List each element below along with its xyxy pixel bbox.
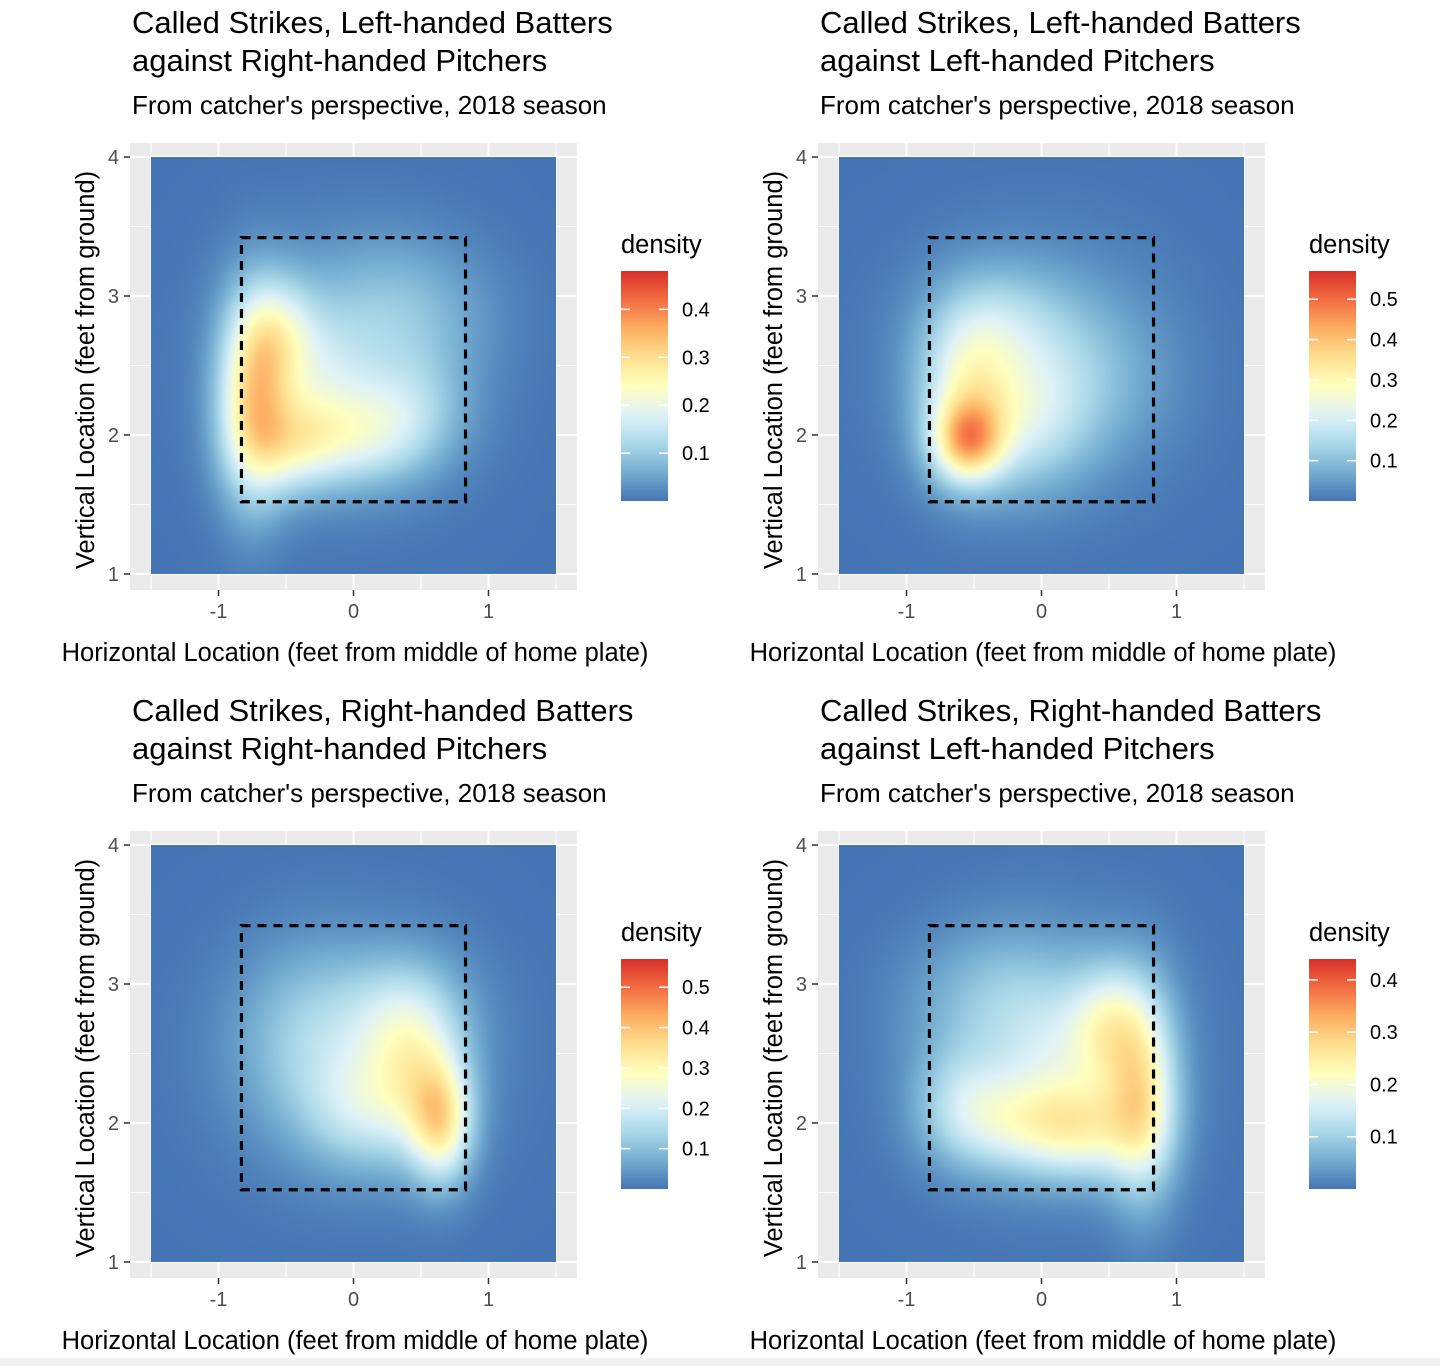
chart-title-line: Called Strikes, Left-handed Batters: [820, 5, 1301, 40]
chart-subtitle: From catcher's perspective, 2018 season: [820, 778, 1295, 808]
legend-colorbar: [621, 271, 668, 501]
chart-title-line: against Left-handed Pitchers: [820, 43, 1215, 78]
y-tick-label: 3: [796, 974, 807, 996]
y-tick-label: 3: [796, 286, 807, 308]
legend-title: density: [1309, 231, 1390, 259]
strike-zone-outline: [927, 236, 1156, 504]
y-axis-label: Vertical Location (feet from ground): [760, 859, 788, 1257]
y-tick-label: 1: [796, 1252, 807, 1274]
y-tick-label: 4: [108, 147, 119, 169]
chart-title: Called Strikes, Right-handed Batters agai…: [132, 692, 633, 768]
chart-subtitle: From catcher's perspective, 2018 season: [820, 90, 1295, 120]
y-tick-label: 2: [108, 1113, 119, 1135]
y-tick-label: 1: [108, 1252, 119, 1274]
chart-svg: -1 0 1 1 2 3 4 Horizontal Location (feet from m…: [62, 831, 710, 1355]
y-tick-label: 4: [796, 835, 807, 857]
y-axis-label: Vertical Location (feet from ground): [72, 859, 100, 1257]
density-heatmap: [839, 157, 1244, 574]
y-tick-label: 1: [108, 564, 119, 586]
legend-tick-label: 0.3: [682, 1058, 710, 1080]
x-tick-label: -1: [210, 1289, 228, 1311]
legend-tick-label: 0.5: [1370, 289, 1398, 311]
chart-svg: -1 0 1 1 2 3 4 Horizontal Location (feet from m…: [62, 143, 710, 667]
chart-panel-2: Called Strikes, Left-handed Batters again…: [688, 0, 1408, 680]
x-axis-label: Horizontal Location (feet from middle of…: [62, 1327, 649, 1355]
legend-tick-label: 0.4: [1370, 330, 1398, 352]
chart-title-line: Called Strikes, Right-handed Batters: [820, 693, 1322, 728]
x-tick-label: 1: [1171, 601, 1182, 623]
legend-tick-label: 0.1: [1370, 1127, 1398, 1149]
legend-colorbar: [1309, 271, 1356, 501]
y-tick-label: 4: [108, 835, 119, 857]
legend-tick-label: 0.3: [1370, 370, 1398, 392]
x-tick-label: 1: [1171, 1289, 1182, 1311]
chart-title: Called Strikes, Left-handed Batters again…: [820, 4, 1301, 80]
legend-tick-label: 0.3: [682, 347, 710, 369]
x-tick-label: -1: [898, 1289, 916, 1311]
y-tick-label: 3: [108, 974, 119, 996]
legend-tick-label: 0.2: [1370, 410, 1398, 432]
legend-tick-label: 0.3: [1370, 1022, 1398, 1044]
x-axis-label: Horizontal Location (feet from middle of…: [750, 639, 1337, 667]
chart-panel-4: Called Strikes, Right-handed Batters agai…: [688, 688, 1408, 1368]
chart-title-line: Called Strikes, Right-handed Batters: [132, 693, 634, 728]
legend-title: density: [621, 231, 702, 259]
chart-panel-1: Called Strikes, Left-handed Batters again…: [0, 0, 720, 680]
x-tick-label: 1: [483, 1289, 494, 1311]
strike-zone-outline: [927, 924, 1156, 1192]
chart-subtitle: From catcher's perspective, 2018 season: [132, 90, 607, 120]
y-axis-label: Vertical Location (feet from ground): [760, 171, 788, 569]
legend-tick-label: 0.4: [1370, 970, 1398, 992]
x-tick-label: -1: [898, 601, 916, 623]
y-tick-label: 2: [108, 425, 119, 447]
density-heatmap: [151, 845, 556, 1262]
density-heatmap: [839, 845, 1244, 1262]
x-tick-label: 0: [348, 1289, 359, 1311]
x-tick-label: 0: [348, 601, 359, 623]
chart-title-line: against Right-handed Pitchers: [132, 43, 548, 78]
x-tick-label: 0: [1036, 1289, 1047, 1311]
x-tick-label: 1: [483, 601, 494, 623]
chart-svg: -1 0 1 1 2 3 4 Horizontal Location (feet from m…: [750, 831, 1398, 1355]
legend-tick-label: 0.2: [1370, 1074, 1398, 1096]
x-axis-label: Horizontal Location (feet from middle of…: [750, 1327, 1337, 1355]
legend-tick-label: 0.4: [682, 1018, 710, 1040]
y-tick-label: 2: [796, 425, 807, 447]
x-axis-label: Horizontal Location (feet from middle of…: [62, 639, 649, 667]
x-tick-label: -1: [210, 601, 228, 623]
strike-zone-outline: [239, 236, 468, 504]
legend-title: density: [621, 919, 702, 947]
legend-tick-label: 0.1: [1370, 451, 1398, 473]
y-tick-label: 3: [108, 286, 119, 308]
chart-subtitle: From catcher's perspective, 2018 season: [132, 778, 607, 808]
legend-tick-label: 0.2: [682, 1098, 710, 1120]
y-axis-label: Vertical Location (feet from ground): [72, 171, 100, 569]
legend-colorbar: [621, 959, 668, 1189]
chart-title: Called Strikes, Right-handed Batters agai…: [820, 692, 1321, 768]
legend-colorbar: [1309, 959, 1356, 1189]
strike-zone-outline: [239, 924, 468, 1192]
y-tick-label: 4: [796, 147, 807, 169]
chart-svg: -1 0 1 1 2 3 4 Horizontal Location (feet from m…: [750, 143, 1398, 667]
chart-title-line: against Right-handed Pitchers: [132, 731, 548, 766]
bottom-strip: [0, 1358, 1440, 1366]
y-tick-label: 1: [796, 564, 807, 586]
chart-panel-3: Called Strikes, Right-handed Batters agai…: [0, 688, 720, 1368]
chart-title-line: against Left-handed Pitchers: [820, 731, 1215, 766]
chart-title-line: Called Strikes, Left-handed Batters: [132, 5, 613, 40]
legend-tick-label: 0.5: [682, 977, 710, 999]
legend-tick-label: 0.4: [682, 299, 710, 321]
chart-title: Called Strikes, Left-handed Batters again…: [132, 4, 613, 80]
x-tick-label: 0: [1036, 601, 1047, 623]
legend-tick-label: 0.1: [682, 443, 710, 465]
legend-title: density: [1309, 919, 1390, 947]
legend-tick-label: 0.2: [682, 395, 710, 417]
legend-tick-label: 0.1: [682, 1139, 710, 1161]
y-tick-label: 2: [796, 1113, 807, 1135]
density-heatmap: [151, 157, 556, 574]
